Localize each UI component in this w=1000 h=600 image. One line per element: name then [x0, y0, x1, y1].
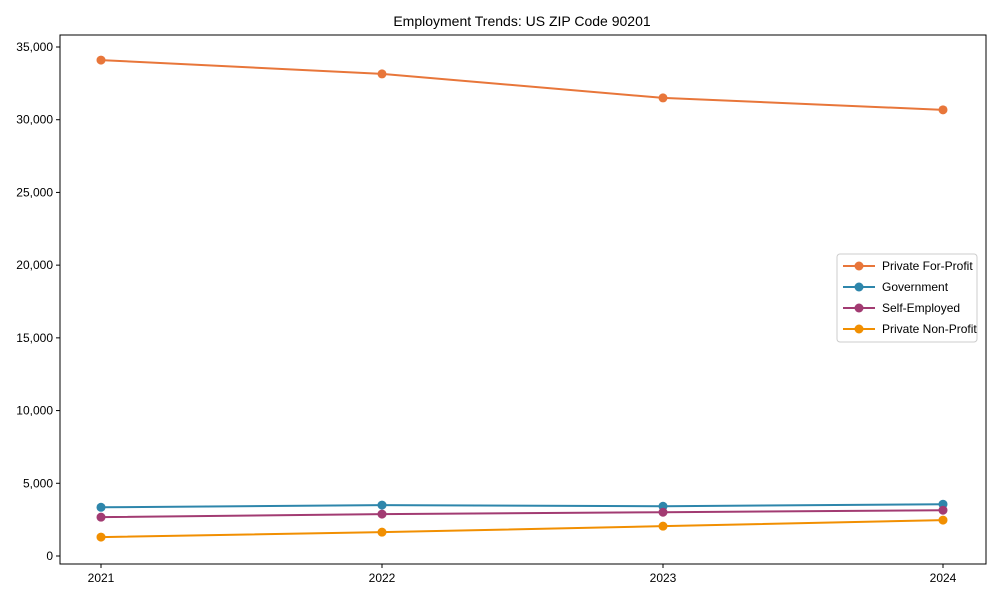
x-tick-label: 2022	[369, 571, 396, 585]
legend-label: Self-Employed	[882, 301, 960, 315]
legend-item[interactable]: Private For-Profit	[843, 259, 973, 273]
data-point[interactable]	[377, 509, 387, 519]
data-point[interactable]	[938, 505, 948, 515]
plot-frame	[59, 34, 987, 565]
y-tick-label: 0	[46, 549, 53, 563]
series-line	[100, 509, 944, 519]
series-line	[100, 59, 944, 111]
series-private-for-profit	[96, 55, 948, 115]
data-point[interactable]	[938, 105, 948, 115]
y-axis: 0 5,000 10,000 15,000 20,000 25,000 30,000 35,0…	[16, 40, 60, 563]
legend-marker-icon	[854, 303, 864, 313]
data-point[interactable]	[377, 69, 387, 79]
chart-title: Employment Trends: US ZIP Code 90201	[393, 13, 651, 29]
y-tick-label: 35,000	[16, 40, 53, 54]
legend-label: Private Non-Profit	[882, 322, 977, 336]
legend-item[interactable]: Private Non-Profit	[843, 322, 977, 336]
x-axis: 2021 2022 2023 2024	[88, 564, 957, 585]
legend-marker-icon	[854, 282, 864, 292]
series-line	[100, 519, 944, 539]
series-line	[100, 503, 944, 509]
data-point[interactable]	[658, 507, 668, 517]
x-tick-label: 2023	[650, 571, 677, 585]
x-tick-label: 2024	[930, 571, 957, 585]
series-layer	[96, 55, 948, 542]
y-tick-label: 10,000	[16, 404, 53, 418]
y-tick-label: 5,000	[23, 476, 53, 490]
series-self-employed	[96, 505, 948, 522]
data-point[interactable]	[938, 515, 948, 525]
y-tick-label: 25,000	[16, 185, 53, 199]
data-point[interactable]	[96, 502, 106, 512]
y-tick-label: 20,000	[16, 258, 53, 272]
data-point[interactable]	[96, 512, 106, 522]
legend-marker-icon	[854, 261, 864, 271]
legend-item[interactable]: Self-Employed	[843, 301, 960, 315]
legend-box	[836, 253, 978, 343]
legend-marker-icon	[854, 324, 864, 334]
legend-item[interactable]: Government	[843, 280, 949, 294]
x-tick-label: 2021	[88, 571, 115, 585]
data-point[interactable]	[658, 521, 668, 531]
series-private-non-profit	[96, 515, 948, 542]
data-point[interactable]	[658, 93, 668, 103]
legend: Private For-Profit Government Self-Employe…	[836, 253, 978, 343]
series-government	[96, 499, 948, 512]
legend-label: Government	[882, 280, 949, 294]
data-point[interactable]	[377, 527, 387, 537]
y-tick-label: 15,000	[16, 331, 53, 345]
data-point[interactable]	[96, 55, 106, 65]
legend-label: Private For-Profit	[882, 259, 973, 273]
data-point[interactable]	[96, 532, 106, 542]
data-point[interactable]	[377, 500, 387, 510]
y-tick-label: 30,000	[16, 113, 53, 127]
